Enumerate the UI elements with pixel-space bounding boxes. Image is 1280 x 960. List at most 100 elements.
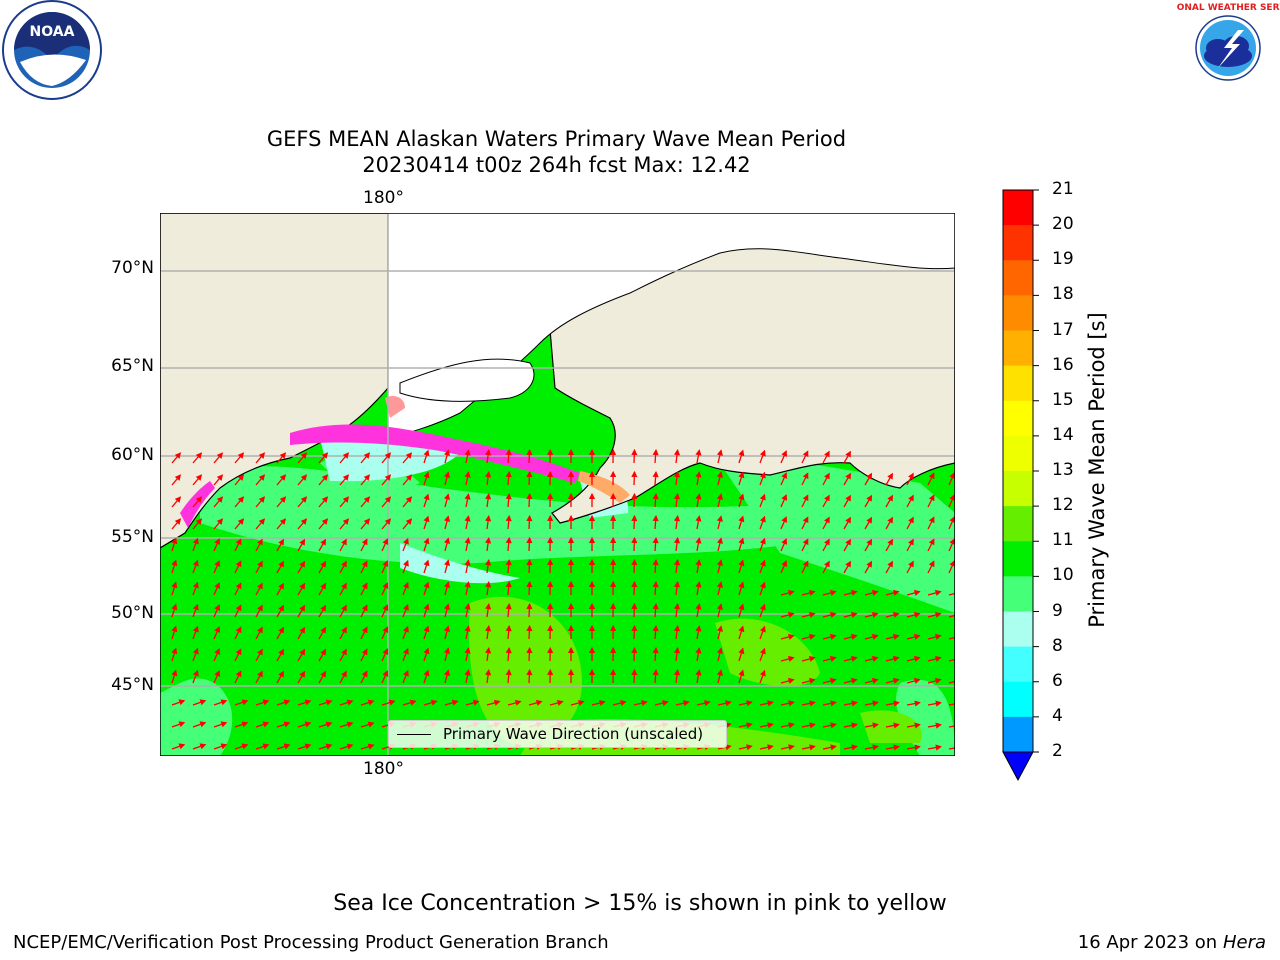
wave-arrow-head bbox=[423, 559, 430, 567]
wave-arrow-head bbox=[866, 560, 873, 568]
wave-arrow-head bbox=[195, 452, 203, 459]
wave-arrow-head bbox=[485, 471, 492, 478]
wave-arrow-head bbox=[802, 450, 809, 458]
wave-arrow-head bbox=[716, 493, 723, 500]
wave-arrow-head bbox=[631, 602, 638, 610]
wave-arrow-head bbox=[683, 700, 690, 707]
wave-arrow-head bbox=[652, 536, 659, 544]
colorbar-band bbox=[1003, 365, 1033, 402]
wave-arrow-head bbox=[346, 699, 354, 706]
wave-arrow-head bbox=[444, 493, 451, 500]
wave-arrow-head bbox=[845, 472, 851, 480]
wave-arrow-head bbox=[781, 560, 788, 567]
wave-arrow-head bbox=[214, 604, 221, 611]
wave-arrow-head bbox=[241, 721, 249, 728]
wave-arrow-head bbox=[588, 646, 596, 653]
wave-arrow-head bbox=[588, 668, 596, 675]
wave-arrow-head bbox=[781, 450, 788, 457]
wave-arrow-head bbox=[738, 625, 745, 633]
wave-arrow-head bbox=[673, 471, 681, 478]
wave-arrow-head bbox=[300, 518, 308, 525]
wave-arrow-head bbox=[526, 514, 533, 522]
wave-arrow-head bbox=[214, 538, 221, 545]
wave-arrow-head bbox=[913, 633, 921, 640]
wave-arrow-head bbox=[214, 670, 221, 677]
lat-label-65: 65°N bbox=[111, 356, 154, 376]
wave-arrow-head bbox=[934, 633, 942, 640]
colorbar-label: Primary Wave Mean Period [s] bbox=[1085, 312, 1109, 628]
wave-arrow-head bbox=[631, 492, 638, 500]
wave-arrow-head bbox=[304, 743, 312, 750]
wave-period-map bbox=[160, 213, 955, 756]
wave-arrow-head bbox=[934, 611, 942, 618]
wave-arrow-head bbox=[178, 743, 186, 750]
wave-arrow-head bbox=[695, 493, 702, 500]
wave-arrow-head bbox=[652, 602, 659, 610]
wave-arrow-head bbox=[914, 744, 921, 751]
wave-arrow-head bbox=[321, 518, 329, 525]
wave-arrow bbox=[948, 680, 955, 684]
run-date: 16 Apr 2023 on Hera bbox=[1078, 932, 1266, 953]
wave-arrow-head bbox=[384, 474, 392, 481]
wave-arrow-head bbox=[214, 582, 221, 589]
noaa-logo-text: NOAA bbox=[30, 24, 75, 40]
wave-arrow-head bbox=[485, 603, 492, 610]
wave-arrow-head bbox=[802, 538, 809, 546]
colorbar-extend-arrow bbox=[1002, 751, 1034, 782]
wave-arrow-head bbox=[759, 581, 766, 589]
wave-arrow-head bbox=[892, 611, 900, 618]
wave-arrow-head bbox=[913, 611, 921, 618]
wave-arrow-head bbox=[652, 492, 659, 500]
wave-arrow-head bbox=[829, 677, 837, 684]
wave-arrow-head bbox=[171, 603, 178, 611]
wave-arrow-head bbox=[363, 496, 371, 503]
wave-arrow-head bbox=[444, 537, 451, 544]
wave-arrow-head bbox=[423, 537, 430, 545]
wave-arrow-head bbox=[444, 581, 451, 588]
wave-arrow-head bbox=[464, 581, 471, 588]
wave-arrow-head bbox=[934, 677, 942, 684]
wave-arrow-head bbox=[505, 624, 512, 632]
wave-arrow-head bbox=[258, 518, 266, 525]
lon-label-bottom: 180° bbox=[363, 759, 404, 779]
wave-arrow-head bbox=[914, 700, 921, 707]
wave-arrow-head bbox=[403, 537, 409, 545]
wave-arrow-head bbox=[278, 670, 284, 678]
wave-arrow-head bbox=[808, 589, 816, 596]
wave-arrow-head bbox=[216, 518, 224, 525]
wave-arrow-head bbox=[444, 471, 451, 478]
wave-arrow-head bbox=[235, 648, 242, 656]
wave-arrow-head bbox=[526, 668, 533, 676]
wave-arrow-head bbox=[444, 559, 451, 566]
colorbar-tick-label: 17 bbox=[1052, 319, 1074, 340]
wave-arrow bbox=[948, 725, 955, 728]
wave-arrow-head bbox=[695, 669, 702, 676]
wave-arrow-head bbox=[759, 559, 766, 567]
wave-arrow-head bbox=[300, 452, 308, 459]
wave-arrow-head bbox=[278, 648, 284, 656]
wave-arrow-head bbox=[216, 452, 224, 459]
wave-arrow-head bbox=[673, 625, 681, 632]
wave-arrow-head bbox=[279, 452, 287, 459]
wave-arrow-head bbox=[171, 669, 178, 677]
wave-arrow-head bbox=[403, 647, 409, 655]
wave-arrow-head bbox=[851, 700, 858, 707]
wave-arrow-head bbox=[547, 448, 554, 456]
wave-arrow-head bbox=[464, 449, 471, 456]
lat-label-70: 70°N bbox=[111, 258, 154, 278]
colorbar-band bbox=[1003, 330, 1033, 367]
wave-arrow-head bbox=[192, 603, 199, 611]
wave-arrow-head bbox=[214, 648, 221, 655]
wave-arrow-head bbox=[787, 633, 795, 640]
wave-arrow-head bbox=[423, 603, 430, 611]
lon-label-top: 180° bbox=[363, 188, 404, 208]
wave-arrow bbox=[948, 636, 955, 640]
sea-ice-free-white bbox=[160, 213, 955, 439]
wave-arrow-head bbox=[423, 625, 430, 633]
wave-arrow-head bbox=[695, 449, 702, 456]
wave-arrow-head bbox=[472, 699, 480, 706]
wave-arrow-head bbox=[341, 670, 347, 678]
wave-arrow-head bbox=[908, 560, 914, 568]
wave-arrow-head bbox=[235, 670, 242, 678]
wave-arrow-head bbox=[652, 514, 659, 522]
